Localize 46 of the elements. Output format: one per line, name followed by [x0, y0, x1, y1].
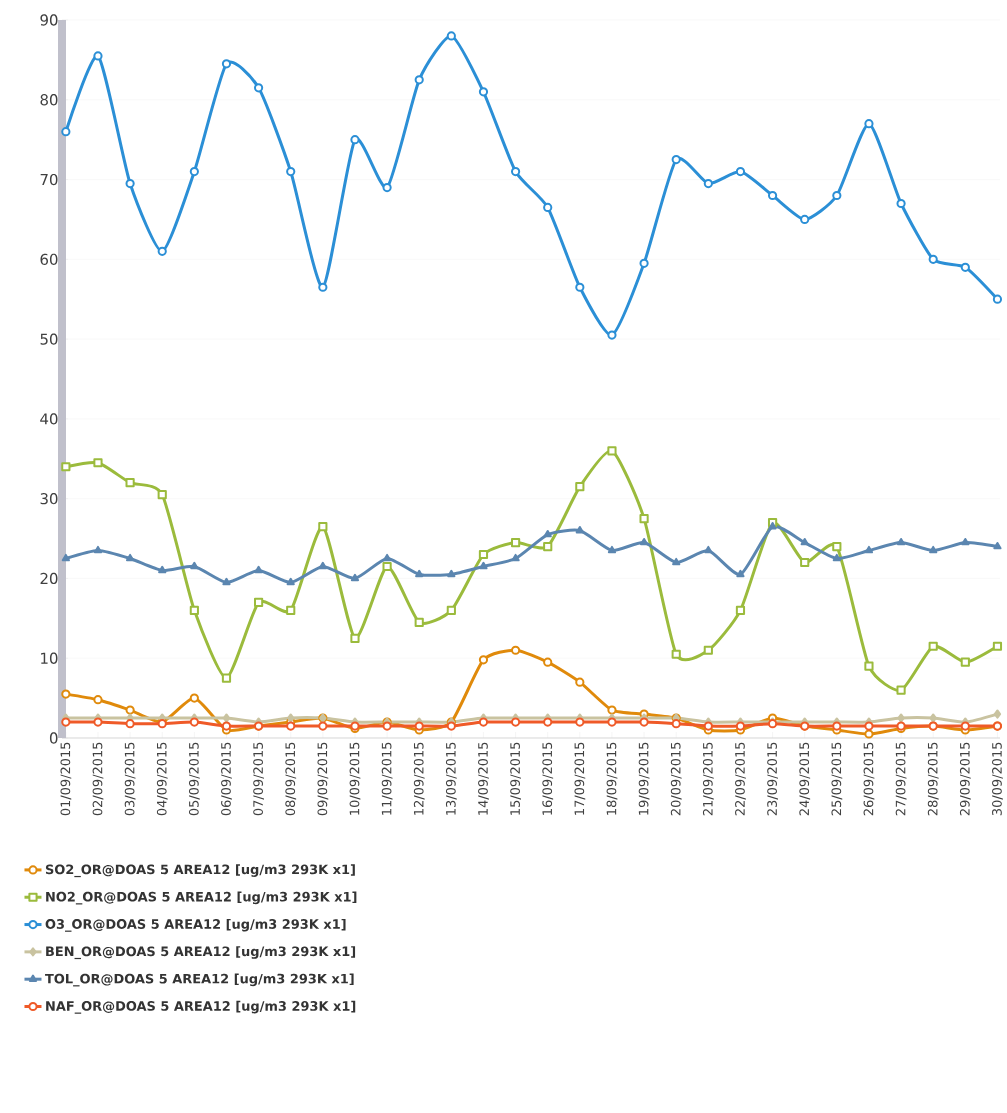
- y-tick-label: 70: [40, 173, 58, 186]
- x-tick-label: 24/09/2015: [799, 742, 811, 816]
- y-tick-label: 90: [40, 14, 58, 26]
- y-tick-label: 20: [40, 572, 58, 585]
- y-tick-label: 80: [40, 94, 58, 106]
- y-tick-label: 40: [40, 413, 58, 425]
- y-tick-label: 0: [49, 732, 58, 744]
- legend-label: NO2_OR@DOAS 5 AREA12 [ug/m3 293K x1]: [46, 891, 357, 905]
- legend-label: BEN_OR@DOAS 5 AREA12 [ug/m3 293K x1]: [46, 946, 356, 960]
- x-tick-label: 08/09/2015: [285, 742, 297, 816]
- x-tick-label: 22/09/2015: [735, 742, 746, 816]
- x-tick-label: 17/09/2015: [574, 742, 586, 815]
- x-tick-label: 25/09/2015: [831, 742, 843, 816]
- x-tick-label: 15/09/2015: [510, 742, 521, 815]
- x-tick-label: 23/09/2015: [767, 742, 778, 816]
- x-tick-label: 06/09/2015: [221, 742, 232, 816]
- x-tick-label: 29/09/2015: [959, 742, 971, 816]
- x-tick-label: 12/09/2015: [413, 742, 425, 815]
- x-tick-label: 16/09/2015: [542, 742, 554, 815]
- x-tick-label: 13/09/2015: [445, 742, 457, 815]
- x-tick-label: 11/09/2015: [381, 742, 393, 815]
- x-tick-label: 02/09/2015: [92, 742, 104, 816]
- x-tick-label: 07/09/2015: [253, 742, 265, 816]
- x-tick-label: 10/09/2015: [349, 742, 361, 815]
- x-tick-label: 14/09/2015: [478, 742, 489, 815]
- y-tick-label: 10: [41, 652, 58, 664]
- legend-label: NAF_OR@DOAS 5 AREA12 [ug/m3 293K x1]: [46, 1000, 356, 1014]
- x-tick-label: 27/09/2015: [895, 742, 907, 816]
- y-tick-label: 60: [40, 253, 58, 265]
- y-tick-label: 50: [40, 333, 58, 345]
- y-tick-label: 30: [40, 493, 58, 505]
- x-tick-label: 01/09/2015: [60, 742, 72, 816]
- x-tick-label: 21/09/2015: [702, 742, 714, 816]
- x-tick-label: 26/09/2015: [863, 742, 875, 816]
- x-tick-label: 19/09/2015: [638, 742, 650, 815]
- x-tick-label: 20/09/2015: [670, 742, 682, 816]
- x-tick-label: 30/09/2015: [992, 742, 1003, 816]
- legend-label: TOL_OR@DOAS 5 AREA12 [ug/m3 293K x1]: [45, 973, 354, 987]
- x-tick-label: 03/09/2015: [124, 742, 136, 816]
- x-tick-label: 05/09/2015: [188, 742, 200, 816]
- x-tick-label: 28/09/2015: [927, 742, 939, 816]
- legend-label: O3_OR@DOAS 5 AREA12 [ug/m3 293K x1]: [45, 918, 346, 932]
- x-tick-label: 09/09/2015: [317, 742, 329, 816]
- x-tick-label: 18/09/2015: [606, 742, 618, 815]
- legend-label: SO2_OR@DOAS 5 AREA12 [ug/m3 293K x1]: [45, 864, 355, 878]
- x-tick-label: 04/09/2015: [156, 742, 168, 816]
